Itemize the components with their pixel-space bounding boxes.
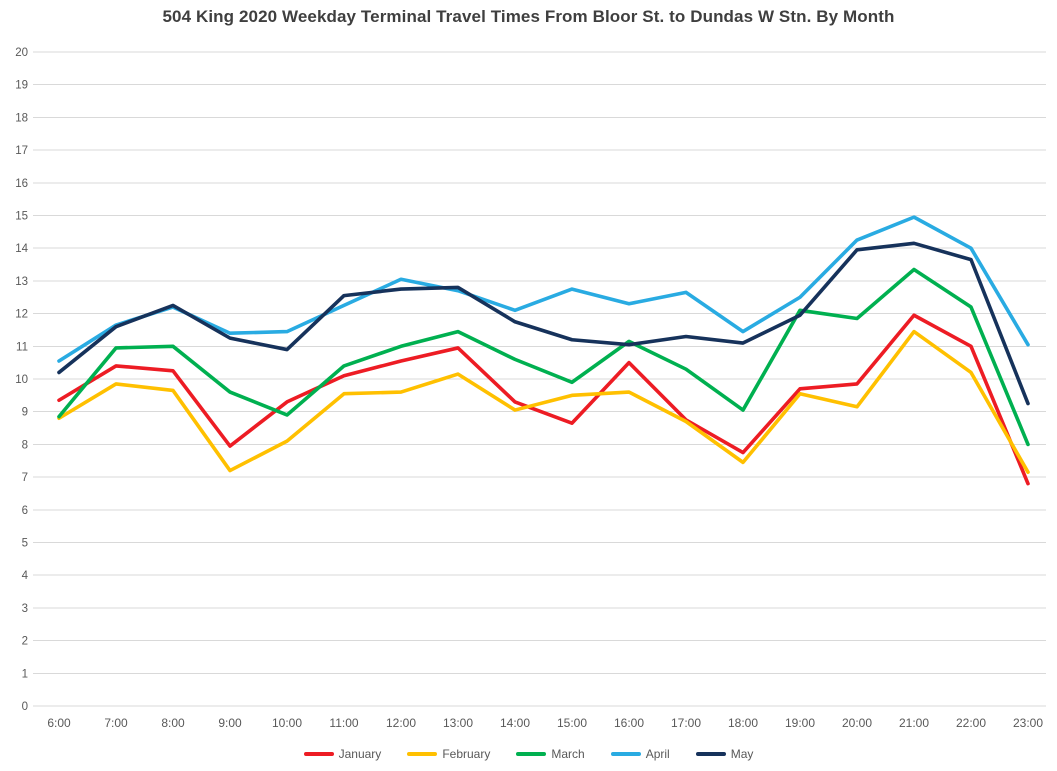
y-tick-label: 1 (22, 668, 28, 680)
legend-swatch-may (695, 752, 726, 756)
legend-label: May (730, 747, 754, 761)
legend-label: January (338, 747, 382, 761)
x-axis-labels: 6:00 7:00 8:00 9:00 10:00 11:00 12:00 13:00 14:0… (47, 716, 1043, 730)
gridlines (33, 51, 1046, 707)
x-tick-label: 8:00 (161, 716, 185, 730)
x-tick-label: 12:00 (386, 716, 416, 730)
legend-swatch-january (303, 752, 334, 756)
y-tick-label: 9 (22, 407, 28, 419)
legend-swatch-march (516, 752, 547, 756)
x-tick-label: 15:00 (557, 716, 587, 730)
legend-item-february: February (407, 747, 490, 761)
legend-label: March (551, 747, 585, 761)
legend-item-may: May (695, 747, 754, 761)
y-tick-label: 0 (22, 701, 28, 713)
x-tick-label: 6:00 (47, 716, 71, 730)
x-tick-label: 9:00 (218, 716, 242, 730)
series-line-may (57, 241, 1030, 406)
y-tick-label: 19 (15, 80, 28, 92)
y-tick-label: 5 (22, 538, 28, 550)
chart-title: 504 King 2020 Weekday Terminal Travel Ti… (162, 7, 895, 26)
legend-item-january: January (303, 747, 382, 761)
legend-label: April (645, 747, 670, 761)
x-tick-label: 13:00 (443, 716, 473, 730)
legend-item-march: March (516, 747, 585, 761)
y-tick-label: 7 (22, 472, 28, 484)
y-tick-label: 6 (22, 505, 28, 517)
x-tick-label: 10:00 (272, 716, 302, 730)
x-tick-label: 19:00 (785, 716, 815, 730)
x-tick-label: 20:00 (842, 716, 872, 730)
y-tick-label: 2 (22, 636, 28, 648)
series-line-april (57, 215, 1030, 363)
y-tick-label: 12 (15, 309, 28, 321)
y-tick-label: 3 (22, 603, 28, 615)
x-tick-label: 22:00 (956, 716, 986, 730)
x-tick-label: 21:00 (899, 716, 929, 730)
y-tick-label: 16 (15, 178, 28, 190)
y-tick-label: 8 (22, 439, 28, 451)
x-tick-label: 11:00 (329, 716, 358, 730)
legend-swatch-april (610, 752, 641, 756)
y-tick-label: 13 (15, 276, 28, 288)
series-line-february (57, 329, 1030, 474)
y-tick-label: 18 (15, 112, 28, 124)
x-tick-label: 14:00 (500, 716, 530, 730)
y-tick-label: 4 (22, 570, 29, 582)
y-tick-label: 10 (15, 374, 28, 386)
x-tick-label: 7:00 (104, 716, 128, 730)
series-line-january (57, 313, 1030, 486)
y-tick-label: 11 (16, 341, 28, 353)
x-tick-label: 17:00 (671, 716, 701, 730)
legend-item-april: April (610, 747, 670, 761)
x-tick-label: 18:00 (728, 716, 758, 730)
y-tick-label: 17 (15, 145, 28, 157)
y-tick-label: 14 (15, 243, 28, 255)
legend-label: February (442, 747, 491, 761)
y-tick-label: 20 (15, 47, 28, 59)
chart-legend: January February March April May (0, 747, 1057, 761)
y-tick-label: 15 (15, 211, 28, 223)
x-tick-label: 23:00 (1013, 716, 1043, 730)
series-line-march (57, 267, 1030, 447)
legend-swatch-february (407, 752, 438, 756)
x-tick-label: 16:00 (614, 716, 644, 730)
